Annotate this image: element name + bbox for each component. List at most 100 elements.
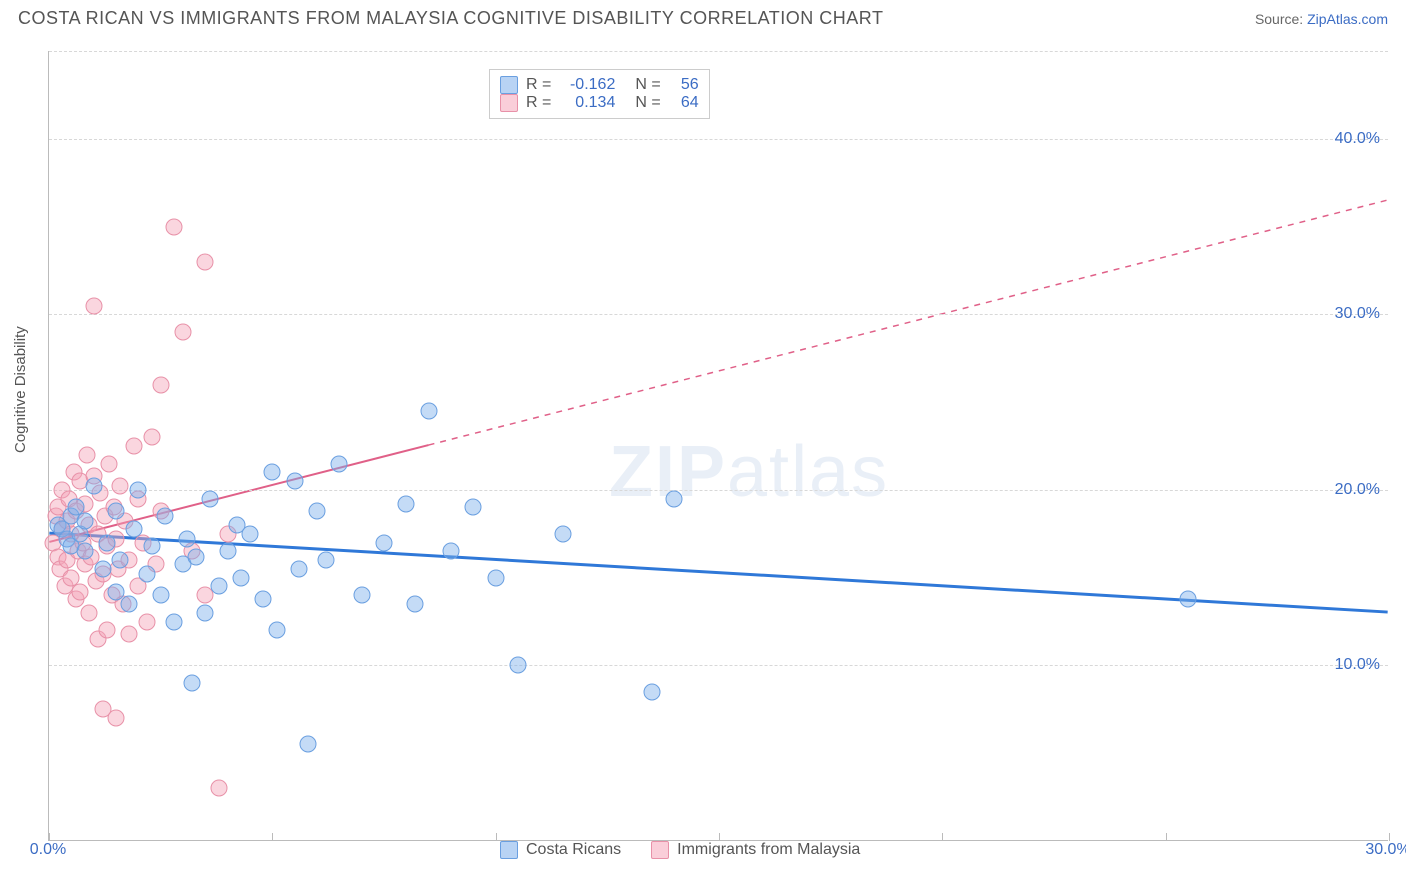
swatch-blue <box>500 76 518 94</box>
data-point-blue <box>420 402 437 419</box>
data-point-pink <box>81 604 98 621</box>
data-point-blue <box>309 502 326 519</box>
bottom-legend: Costa Ricans Immigrants from Malaysia <box>500 841 860 859</box>
data-point-blue <box>510 657 527 674</box>
data-point-blue <box>94 560 111 577</box>
data-point-pink <box>143 429 160 446</box>
stats-box: R =-0.162N =56R =0.134N =64 <box>489 69 710 119</box>
swatch-pink <box>651 841 669 859</box>
data-point-pink <box>108 710 125 727</box>
source-link[interactable]: ZipAtlas.com <box>1307 11 1388 27</box>
data-point-blue <box>554 525 571 542</box>
data-point-blue <box>188 548 205 565</box>
data-point-blue <box>353 587 370 604</box>
data-point-blue <box>99 534 116 551</box>
data-point-blue <box>1180 590 1197 607</box>
y-tick-label: 20.0% <box>1335 481 1380 499</box>
data-point-pink <box>166 218 183 235</box>
data-point-blue <box>291 560 308 577</box>
legend-label: Costa Ricans <box>526 841 621 859</box>
swatch-pink <box>500 94 518 112</box>
y-tick-label: 30.0% <box>1335 305 1380 323</box>
data-point-blue <box>157 508 174 525</box>
data-point-blue <box>76 543 93 560</box>
r-label: R = <box>526 94 551 112</box>
y-tick-label: 10.0% <box>1335 656 1380 674</box>
legend-item: Costa Ricans <box>500 841 621 859</box>
scatter-plot: ZIPatlas R =-0.162N =56R =0.134N =64 10.… <box>48 51 1388 841</box>
y-tick-label: 40.0% <box>1335 130 1380 148</box>
data-point-blue <box>666 490 683 507</box>
data-point-blue <box>286 473 303 490</box>
x-tick <box>49 833 50 841</box>
gridline <box>49 665 1388 666</box>
chart-title: COSTA RICAN VS IMMIGRANTS FROM MALAYSIA … <box>18 8 883 29</box>
watermark: ZIPatlas <box>609 431 889 513</box>
data-point-blue <box>85 478 102 495</box>
data-point-pink <box>210 780 227 797</box>
data-point-pink <box>72 583 89 600</box>
x-tick <box>1389 833 1390 841</box>
x-tick <box>719 833 720 841</box>
gridline <box>49 139 1388 140</box>
data-point-blue <box>121 596 138 613</box>
source-attribution: Source: ZipAtlas.com <box>1255 11 1388 27</box>
data-point-pink <box>152 376 169 393</box>
data-point-blue <box>125 520 142 537</box>
stat-row: R =0.134N =64 <box>500 94 699 112</box>
legend-item: Immigrants from Malaysia <box>651 841 860 859</box>
data-point-blue <box>317 552 334 569</box>
data-point-blue <box>112 552 129 569</box>
data-point-blue <box>166 613 183 630</box>
data-point-blue <box>76 513 93 530</box>
trendline-pink-dashed <box>429 200 1388 445</box>
data-point-blue <box>376 534 393 551</box>
data-point-pink <box>112 478 129 495</box>
data-point-blue <box>264 464 281 481</box>
n-label: N = <box>635 94 660 112</box>
data-point-blue <box>219 543 236 560</box>
gridline <box>49 51 1388 52</box>
data-point-blue <box>398 495 415 512</box>
data-point-blue <box>268 622 285 639</box>
data-point-blue <box>152 587 169 604</box>
data-point-blue <box>255 590 272 607</box>
gridline <box>49 314 1388 315</box>
n-value: 64 <box>669 94 699 112</box>
data-point-pink <box>139 613 156 630</box>
data-point-blue <box>201 490 218 507</box>
data-point-blue <box>143 538 160 555</box>
data-point-blue <box>179 531 196 548</box>
data-point-blue <box>644 683 661 700</box>
x-tick-label: 30.0% <box>1365 841 1406 859</box>
x-tick <box>272 833 273 841</box>
data-point-blue <box>300 736 317 753</box>
data-point-blue <box>331 455 348 472</box>
data-point-blue <box>242 525 259 542</box>
stat-row: R =-0.162N =56 <box>500 76 699 94</box>
data-point-pink <box>85 297 102 314</box>
data-point-pink <box>99 622 116 639</box>
data-point-blue <box>139 566 156 583</box>
data-point-blue <box>407 596 424 613</box>
data-point-blue <box>210 578 227 595</box>
r-label: R = <box>526 76 551 94</box>
data-point-blue <box>130 481 147 498</box>
data-point-blue <box>443 543 460 560</box>
legend-label: Immigrants from Malaysia <box>677 841 860 859</box>
data-point-pink <box>78 446 95 463</box>
data-point-blue <box>233 569 250 586</box>
gridline <box>49 490 1388 491</box>
n-label: N = <box>635 76 660 94</box>
data-point-blue <box>183 675 200 692</box>
x-tick <box>496 833 497 841</box>
header: COSTA RICAN VS IMMIGRANTS FROM MALAYSIA … <box>0 0 1406 33</box>
data-point-pink <box>125 438 142 455</box>
source-prefix: Source: <box>1255 11 1307 27</box>
n-value: 56 <box>669 76 699 94</box>
data-point-pink <box>121 625 138 642</box>
x-tick-label: 0.0% <box>30 841 66 859</box>
data-point-blue <box>487 569 504 586</box>
plot-wrap: Cognitive Disability ZIPatlas R =-0.162N… <box>0 33 1406 863</box>
x-tick <box>942 833 943 841</box>
